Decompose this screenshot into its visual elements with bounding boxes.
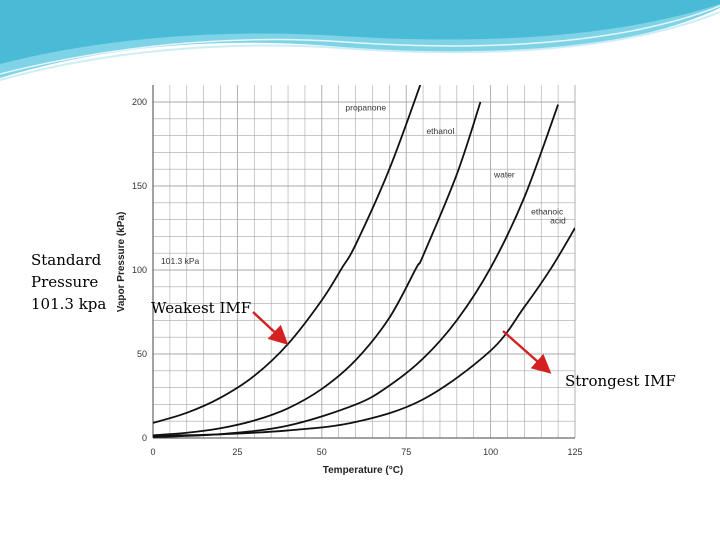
series-line-propanone [153,85,422,424]
x-tick-label: 0 [150,447,155,457]
banner-wave-line-2 [0,5,720,75]
series-label: water [493,170,515,180]
y-tick-label: 100 [132,265,147,275]
weakest-imf-arrow [252,311,289,345]
banner-wave-line [0,11,720,81]
x-tick-labels: 0 25 50 75 100 125 [150,447,582,457]
weakest-imf-label: Weakest IMF [151,299,252,317]
x-tick-label: 100 [483,447,498,457]
standard-pressure-line-1: Standard [31,251,102,269]
y-tick-label: 200 [132,97,147,107]
series-label: acid [550,216,566,226]
series-line-water [153,104,559,438]
reference-line-group: 101.3 kPa [161,256,200,266]
series-label: propanone [345,102,386,112]
y-tick-label: 0 [142,433,147,443]
y-axis-title: Vapor Pressure (kPa) [116,212,127,313]
reference-line-label: 101.3 kPa [161,256,200,266]
x-tick-label: 25 [232,447,242,457]
standard-pressure-line-3: 101.3 kpa [31,295,107,313]
x-tick-label: 125 [567,447,582,457]
series-label: ethanol [426,126,454,136]
series-label: ethanoic [531,207,564,217]
x-tick-label: 75 [401,447,411,457]
x-tick-label: 50 [317,447,327,457]
annotation-arrows [252,311,552,374]
standard-pressure-label: Standard Pressure 101.3 kpa [31,249,121,315]
series-line-ethanol [153,101,482,437]
standard-pressure-line-2: Pressure [31,273,99,291]
chart-grid [152,85,576,439]
strongest-imf-arrow [502,330,552,374]
series-line-ethanoic-acid [153,227,575,437]
strongest-imf-label: Strongest IMF [565,372,676,390]
series-curves [153,85,575,438]
banner-wave-light [0,0,720,64]
y-tick-labels: 0 50 100 150 200 [132,97,147,443]
y-tick-label: 150 [132,181,147,191]
y-tick-label: 50 [137,349,147,359]
decorative-wave-banner [0,0,720,81]
x-axis-title: Temperature (°C) [323,465,404,476]
